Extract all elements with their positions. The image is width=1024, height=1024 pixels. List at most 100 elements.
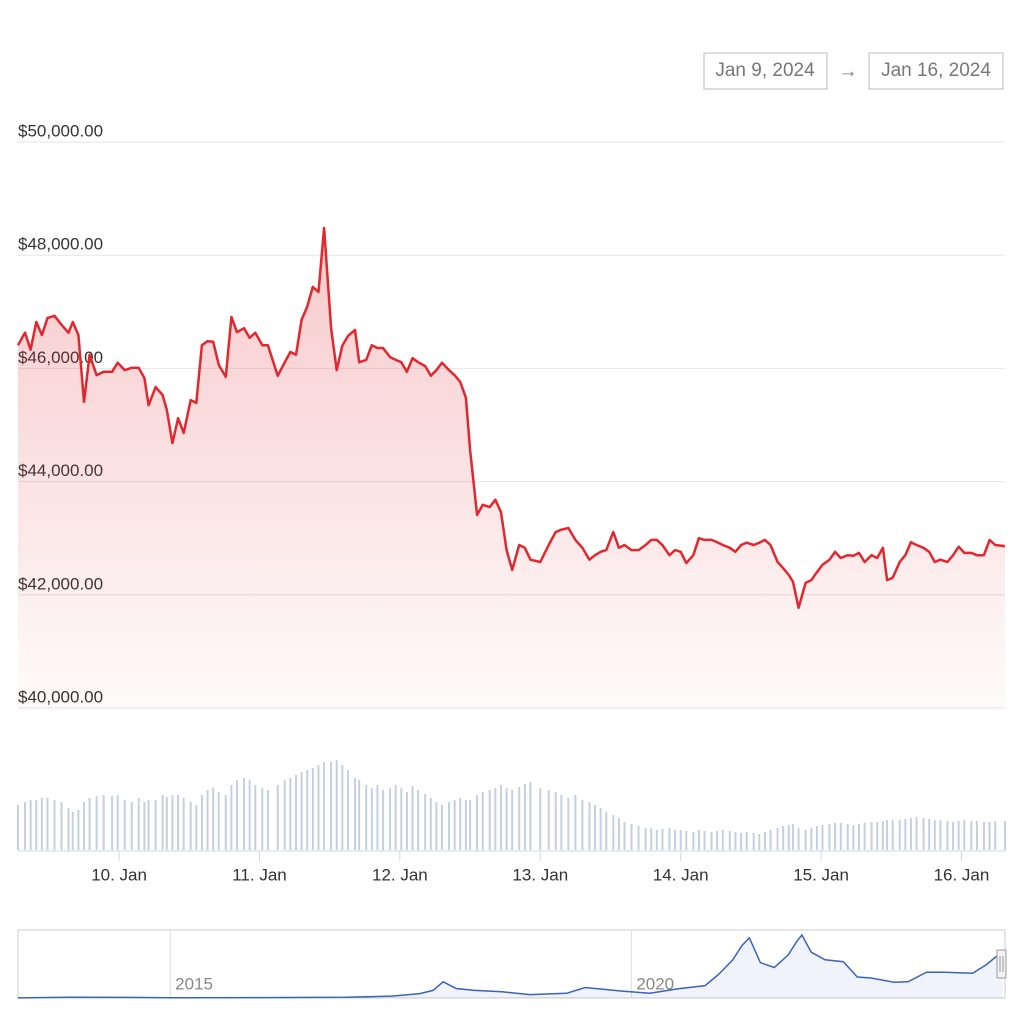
- volume-bar: [581, 800, 584, 850]
- range-from-box[interactable]: [703, 52, 828, 90]
- volume-bar: [975, 821, 978, 850]
- volume-bar: [846, 824, 849, 850]
- volume-bar: [567, 798, 570, 850]
- y-tick-label: $48,000.00: [18, 235, 103, 254]
- volume-bar: [637, 826, 640, 850]
- volume-bar: [594, 805, 597, 850]
- volume-bar: [957, 821, 960, 850]
- volume-bar: [946, 821, 949, 850]
- volume-bar: [863, 823, 866, 850]
- range-to-box[interactable]: [868, 52, 1004, 90]
- volume-bar: [797, 828, 800, 850]
- volume-bar: [668, 828, 671, 850]
- volume-bar: [294, 775, 297, 850]
- volume-bar: [441, 805, 444, 850]
- volume-bar: [29, 800, 32, 850]
- range-from[interactable]: Jan 9, 2024: [715, 60, 815, 81]
- volume-bar: [692, 832, 695, 850]
- volume-bar: [95, 796, 98, 850]
- volume-bar: [77, 810, 80, 850]
- volume-bar: [435, 802, 438, 850]
- volume-bar: [35, 800, 38, 850]
- volume-bar: [655, 830, 658, 850]
- volume-bar: [346, 770, 349, 850]
- volume-bar: [769, 830, 772, 850]
- y-tick-label: $50,000.00: [18, 121, 103, 140]
- x-tick-label: 12. Jan: [372, 865, 428, 884]
- volume-bar: [821, 825, 824, 850]
- volume-bar: [623, 822, 626, 850]
- volume-bar: [787, 825, 790, 850]
- navigator-tick-label: 2020: [636, 974, 674, 993]
- volume-bar: [46, 798, 49, 850]
- volume-bar: [283, 780, 286, 850]
- volume-bar: [189, 802, 192, 850]
- volume-bar: [763, 832, 766, 850]
- volume-bar: [857, 824, 860, 850]
- volume-bar: [165, 797, 168, 850]
- range-to[interactable]: Jan 16, 2024: [881, 60, 991, 81]
- volume-bar: [644, 828, 647, 850]
- volume-bar: [111, 796, 114, 850]
- volume-bar: [815, 826, 818, 850]
- volume-bar: [459, 798, 462, 850]
- volume-bar: [212, 788, 215, 850]
- volume-bar: [53, 800, 56, 850]
- volume-bar: [405, 792, 408, 850]
- volume-bar: [464, 800, 467, 850]
- volume-bar: [612, 815, 615, 850]
- volume-bar: [182, 798, 185, 850]
- volume-bar: [400, 788, 403, 850]
- navigator-handle[interactable]: [996, 949, 1007, 979]
- volume-bar: [476, 795, 479, 850]
- volume-bar: [60, 802, 63, 850]
- volume-bar: [909, 818, 912, 850]
- volume-bar: [224, 795, 227, 850]
- volume-bar: [710, 832, 713, 850]
- volume-bar: [448, 802, 451, 850]
- volume-bar: [828, 824, 831, 850]
- volume-bar: [248, 780, 251, 850]
- price-line: [16, 226, 1006, 610]
- volume-bar: [177, 795, 180, 850]
- x-tick-label: 11. Jan: [232, 865, 287, 884]
- volume-bar: [266, 790, 269, 850]
- volume-bar: [17, 805, 19, 850]
- volume-bar: [217, 792, 220, 850]
- volume-bar: [1004, 821, 1006, 850]
- area-fill: [18, 228, 1005, 708]
- volume-bar: [24, 802, 27, 850]
- volume-bar: [933, 820, 936, 850]
- volume-bar: [605, 812, 608, 850]
- volume-bar: [547, 790, 550, 850]
- x-tick-label: 10. Jan: [91, 865, 147, 884]
- volume-bar: [171, 795, 174, 850]
- volume-bar: [230, 785, 233, 850]
- volume-bar: [254, 785, 257, 850]
- volume-bar: [952, 822, 955, 850]
- volume-bar: [389, 788, 392, 850]
- volume-bar: [661, 829, 664, 850]
- volume-bar: [494, 788, 497, 850]
- volume-bar: [261, 788, 264, 850]
- volume-bar: [317, 765, 320, 850]
- volume-bar: [82, 802, 85, 850]
- volume-bar: [102, 795, 105, 850]
- volume-bar: [365, 785, 368, 850]
- volume-bar: [834, 823, 837, 850]
- navigator-line: [17, 933, 1004, 999]
- volume-bar: [928, 819, 931, 850]
- volume-bar: [376, 785, 379, 850]
- volume-bar: [758, 834, 761, 850]
- volume-bar: [429, 798, 432, 850]
- volume-bar: [276, 785, 279, 850]
- x-tick-label: 15. Jan: [793, 865, 849, 884]
- volume-bar: [518, 787, 521, 850]
- navigator-tick-label: 2015: [175, 974, 213, 993]
- x-tick-label: 13. Jan: [512, 865, 568, 884]
- volume-bar: [358, 780, 361, 850]
- volume-bar: [417, 790, 420, 850]
- volume-bar: [523, 784, 526, 850]
- volume-bar: [852, 825, 855, 850]
